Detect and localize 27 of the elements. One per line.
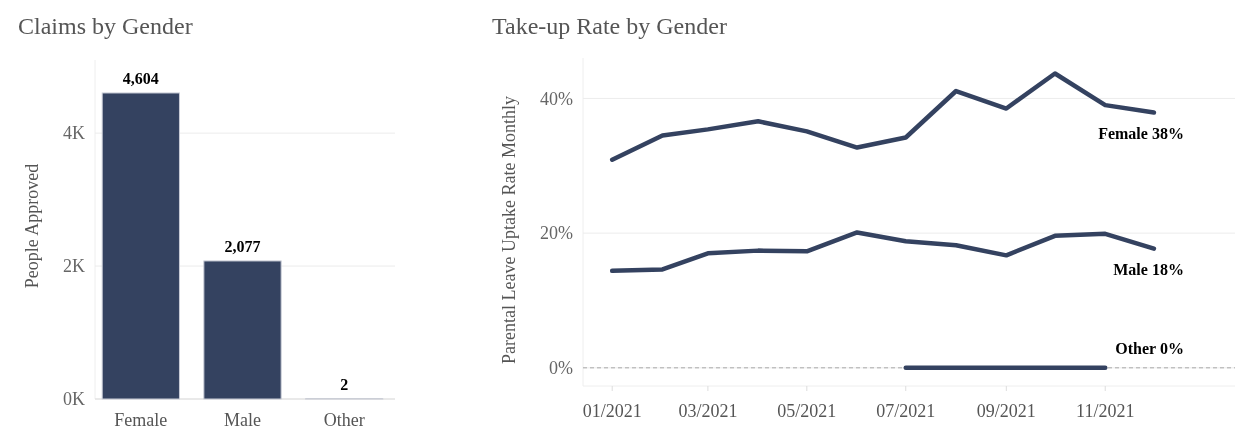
y-tick-label: 40% (540, 88, 573, 109)
chart-title: Claims by Gender (18, 13, 193, 39)
data-label: 4,604 (122, 69, 159, 87)
x-tick-label: 07/2021 (876, 401, 936, 421)
x-tick-label: Other (323, 410, 365, 430)
x-tick-label: Female (114, 410, 168, 430)
x-tick-label: 01/2021 (582, 401, 642, 421)
x-tick-label: Male (224, 410, 261, 430)
annotation: Male 18% (1113, 260, 1184, 278)
data-label: 2 (340, 375, 349, 393)
y-tick-label: 20% (540, 223, 573, 244)
x-tick-label: 03/2021 (678, 401, 738, 421)
annotation: Female 38% (1098, 124, 1184, 142)
chart-title: Take-up Rate by Gender (492, 13, 727, 39)
bar (101, 92, 180, 400)
y-axis-title: People Approved (22, 163, 42, 289)
bar (203, 260, 282, 400)
annotation: Other 0% (1115, 339, 1184, 357)
y-axis-title: Parental Leave Uptake Rate Monthly (499, 96, 519, 364)
y-tick-label: 0K (63, 389, 85, 410)
y-tick-label: 0% (549, 358, 573, 379)
y-tick-label: 4K (63, 123, 85, 144)
x-tick-label: 11/2021 (1076, 401, 1135, 421)
x-tick-label: 09/2021 (976, 401, 1036, 421)
x-tick-label: 05/2021 (777, 401, 837, 421)
data-label: 2,077 (224, 237, 261, 255)
y-tick-label: 2K (63, 256, 85, 277)
